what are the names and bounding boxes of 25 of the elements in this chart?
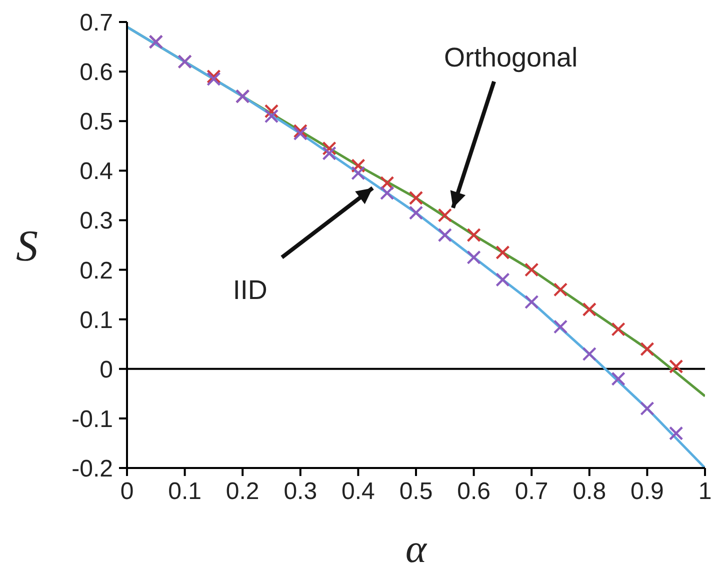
y-tick-label: -0.2 <box>72 456 113 483</box>
x-tick-label: 1 <box>698 478 712 506</box>
y-tick-label: 0.2 <box>80 257 113 284</box>
y-tick-label: 0.7 <box>80 10 113 37</box>
y-tick-label: 0.1 <box>80 306 113 334</box>
x-tick-label: 0.9 <box>630 478 664 506</box>
y-tick-label: 0 <box>100 356 113 384</box>
y-tick-label: 0.4 <box>80 158 113 186</box>
annotation: IID <box>232 275 268 306</box>
y-tick-label: 0.5 <box>80 108 113 136</box>
x-tick-label: 0.2 <box>226 478 260 506</box>
x-tick-label: 0.5 <box>399 478 433 506</box>
x-tick-label: 0.8 <box>572 478 606 506</box>
x-tick-label: 0.7 <box>514 478 548 506</box>
x-tick-label: 0 <box>120 478 134 506</box>
x-axis-title: α <box>406 526 428 571</box>
x-tick-label: 0.6 <box>457 478 490 506</box>
y-axis-title: S <box>16 222 38 271</box>
x-tick-label: 0.4 <box>342 478 375 506</box>
x-tick-label: 0.3 <box>284 478 318 506</box>
y-tick-label: -0.1 <box>72 406 113 433</box>
y-tick-label: 0.3 <box>80 208 113 235</box>
annotation: Orthogonal <box>444 42 578 72</box>
x-tick-label: 0.1 <box>168 478 202 506</box>
y-tick-label: 0.6 <box>80 59 113 86</box>
